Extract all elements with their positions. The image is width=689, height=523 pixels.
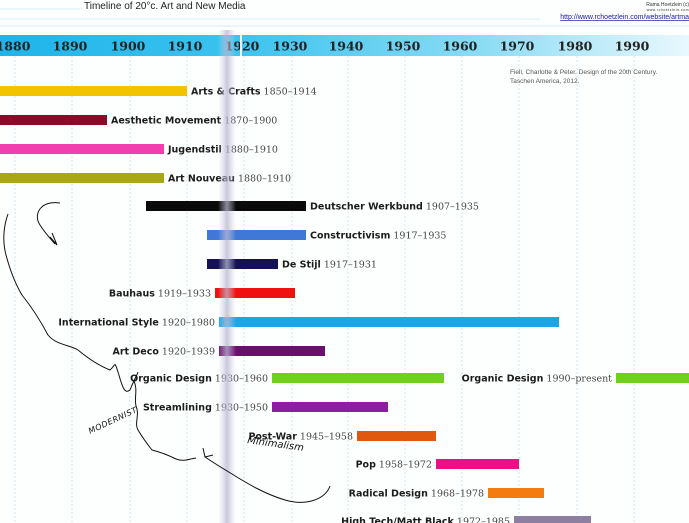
citation: Fiell, Charlotte & Peter. Design of the … [510,69,657,85]
bar-arts-crafts [0,86,187,96]
label-years: 1870–1900 [221,116,277,127]
bar-international-style [219,317,559,327]
label-name: Jugendstil [167,145,222,156]
label-years: 1968–1978 [428,489,484,500]
label-years: 1917–1931 [321,260,377,271]
bar-organic-design [616,373,689,383]
bars [0,86,689,523]
label-pop: Pop 1958–1972 [356,460,432,471]
axis-band [0,35,689,56]
x-tick-label: 1900 [111,39,146,54]
bar-pop [436,459,519,469]
label-years: 1850–1914 [261,87,317,98]
label-bauhaus: Bauhaus 1919–1933 [109,289,211,300]
label-art-deco: Art Deco 1920–1939 [113,347,216,358]
label-years: 1990–present [543,374,612,385]
label-years: 1945–1958 [297,432,353,443]
x-axis-ticks: 1880189019001910192019301940195019601970… [0,39,650,54]
label-name: Streamlining [143,403,212,414]
x-tick-label: 1930 [273,39,308,54]
label-international-style: International Style 1920–1980 [58,318,215,329]
document-title: Timeline of 20°c. Art and New Media [84,1,246,12]
x-tick-label: 1950 [386,39,421,54]
bar-labels: Arts & Crafts 1850–1914 Aesthetic Movemen… [58,87,612,523]
label-name: Art Deco [113,347,160,358]
label-years: 1917–1935 [390,231,446,242]
bar-aesthetic-movement [0,115,107,125]
hand-arrow-curl [36,202,61,245]
minimalism-arrow-head [202,447,214,458]
label-years: 1919–1933 [155,289,211,300]
hand-arrow-head [49,232,58,246]
label-years: 1907–1935 [423,202,479,213]
handwritten-annotations [3,202,331,503]
bar-radical-design [488,488,544,498]
label-jugendstil: Jugendstil 1880–1910 [167,145,278,156]
label-years: 1972–1985 [454,517,510,523]
label-years: 1920–1939 [159,347,215,358]
label-radical-design: Radical Design 1968–1978 [349,489,484,500]
label-post-war: Post-War 1945–1958 [248,432,353,443]
label-years: 1930–1960 [212,374,268,385]
label-de-stijl: De Stijl 1917–1931 [282,260,377,271]
label-name: Deutscher Werkbund [310,202,423,213]
minimalism-arrow-line [204,456,331,503]
bar-streamlining [272,402,388,412]
label-name: High Tech/Matt Black [341,517,454,523]
label-name: Bauhaus [109,289,155,300]
bar-high-tech-matt-black [514,516,591,523]
modernist-annotation: MODERNIST [87,405,139,436]
label-name: International Style [58,318,158,329]
modernist-bracket-line [3,213,197,461]
citation-line-1: Fiell, Charlotte & Peter. Design of the … [510,69,657,76]
source-url-link[interactable]: http://www.rchoetzlein.com/website/artma [560,14,689,21]
bar-de-stijl [207,259,278,269]
x-tick-label: 1940 [329,39,364,54]
bar-art-nouveau [0,173,164,183]
author-credit: Rama Hoetzlein (c) [646,2,689,8]
label-name: De Stijl [282,260,321,271]
label-aesthetic-movement: Aesthetic Movement 1870–1900 [111,116,277,127]
label-arts-crafts: Arts & Crafts 1850–1914 [191,87,317,98]
x-tick-label: 1990 [615,39,650,54]
label-name: Organic Design [130,374,212,385]
bar-organic-design [272,373,444,383]
label-name: Pop [356,460,376,471]
page-gutter-shadow [218,30,236,523]
bar-constructivism [207,230,306,240]
label-name: Constructivism [310,231,390,242]
label-organic-design: Organic Design 1930–1960 [130,374,268,385]
label-years: 1958–1972 [376,460,432,471]
x-tick-label: 1960 [443,39,478,54]
citation-line-2: Taschen America, 2012. [510,78,580,85]
bar-post-war [357,431,436,441]
label-name: Art Nouveau [168,174,235,185]
label-name: Radical Design [349,489,428,500]
label-high-tech-matt-black: High Tech/Matt Black 1972–1985 [341,517,510,523]
gridlines [14,56,635,523]
label-deutscher-werkbund: Deutscher Werkbund 1907–1935 [310,202,479,213]
author-site: www.rchoetzlein.com [647,8,689,12]
label-name: Organic Design [462,374,544,385]
x-tick-label: 1980 [558,39,593,54]
label-years: 1880–1910 [235,174,291,185]
bar-bauhaus [215,288,295,298]
label-years: 1880–1910 [222,145,278,156]
label-years: 1920–1980 [159,318,215,329]
label-organic-design: Organic Design 1990–present [462,374,613,385]
x-tick-label: 1880 [0,39,31,54]
x-tick-label: 1890 [53,39,88,54]
x-tick-label: 1910 [168,39,203,54]
label-constructivism: Constructivism 1917–1935 [310,231,446,242]
label-art-nouveau: Art Nouveau 1880–1910 [168,174,291,185]
label-name: Aesthetic Movement [111,116,222,127]
label-streamlining: Streamlining 1930–1950 [143,403,268,414]
label-name: Post-War [248,432,297,443]
bar-jugendstil [0,144,164,154]
x-tick-label: 1970 [500,39,535,54]
label-years: 1930–1950 [212,403,268,414]
header: Timeline of 20°c. Art and New Media Rama… [0,1,689,27]
bar-art-deco [219,346,325,356]
